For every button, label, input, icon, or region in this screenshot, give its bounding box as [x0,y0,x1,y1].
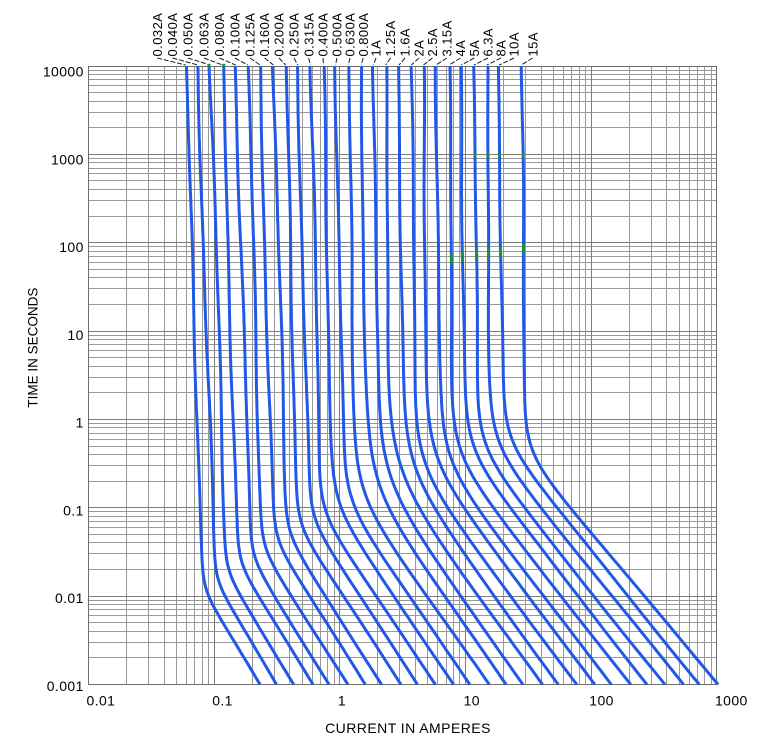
svg-text:0.100A: 0.100A [228,13,243,57]
svg-text:0.01: 0.01 [55,590,84,606]
svg-text:1A: 1A [369,40,384,57]
svg-text:0.250A: 0.250A [287,13,302,57]
svg-text:0.800A: 0.800A [356,13,371,57]
svg-text:1000: 1000 [51,151,84,167]
svg-text:0.160A: 0.160A [257,13,272,57]
svg-text:1.6A: 1.6A [398,28,413,57]
svg-text:10A: 10A [507,32,522,56]
svg-text:0.200A: 0.200A [272,13,287,57]
svg-text:10: 10 [67,327,83,343]
svg-text:0.400A: 0.400A [316,13,331,57]
svg-text:8A: 8A [494,40,509,57]
svg-text:CURRENT IN AMPERES: CURRENT IN AMPERES [325,720,491,736]
svg-text:5A: 5A [467,40,482,57]
svg-text:0.125A: 0.125A [243,13,258,57]
svg-text:0.050A: 0.050A [181,13,196,57]
svg-text:1: 1 [76,415,84,431]
svg-text:2A: 2A [412,40,427,57]
svg-text:1.25A: 1.25A [383,20,398,56]
svg-text:TIME IN SECONDS: TIME IN SECONDS [25,288,40,408]
svg-text:1000: 1000 [715,693,748,709]
svg-text:0.500A: 0.500A [330,13,345,57]
svg-text:0.032A: 0.032A [150,13,165,57]
svg-text:0.063A: 0.063A [197,13,212,57]
svg-text:0.01: 0.01 [87,693,116,709]
svg-text:3.15A: 3.15A [440,20,455,56]
svg-text:10000: 10000 [43,64,84,80]
svg-text:100: 100 [589,693,614,709]
svg-text:0.630A: 0.630A [343,13,358,57]
svg-text:0.080A: 0.080A [212,13,227,57]
svg-text:0.040A: 0.040A [165,13,180,57]
svg-text:0.1: 0.1 [212,693,233,709]
svg-text:15A: 15A [525,32,540,56]
svg-text:100: 100 [59,239,84,255]
svg-text:6.3A: 6.3A [481,28,496,57]
svg-text:0.001: 0.001 [47,678,84,694]
svg-text:4A: 4A [453,40,468,57]
svg-text:0.315A: 0.315A [301,13,316,57]
svg-text:0.1: 0.1 [63,502,84,518]
svg-text:2.5A: 2.5A [425,28,440,57]
svg-text:10: 10 [464,693,480,709]
svg-text:1: 1 [338,693,346,709]
